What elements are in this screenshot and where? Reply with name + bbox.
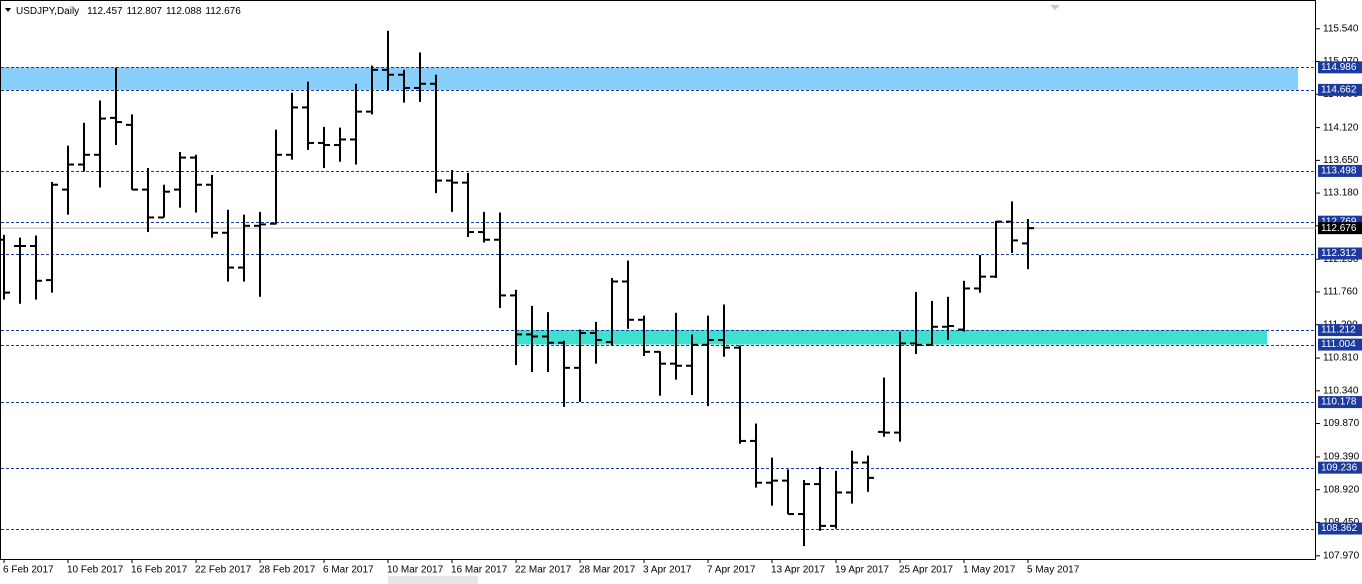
y-tick-label: 110.810 [1323,353,1359,364]
y-tick-label: 113.180 [1323,188,1359,199]
x-tick-label: 10 Feb 2017 [67,565,124,576]
level-label-bg [1318,461,1362,474]
x-tick-label: 22 Mar 2017 [515,565,572,576]
x-tick-label: 10 Mar 2017 [387,565,444,576]
x-tick-label: 22 Feb 2017 [195,565,252,576]
x-tick-label: 16 Mar 2017 [451,565,508,576]
level-label: 112.312 [1321,248,1357,259]
level-label-bg [1318,83,1362,96]
chart-title: USDJPY,Daily [16,6,79,17]
level-label: 114.662 [1321,85,1357,96]
level-label: 111.004 [1321,339,1356,350]
current-price-label-bg [1318,222,1362,235]
x-tick-label: 7 Apr 2017 [707,565,756,576]
level-label-bg [1318,522,1362,535]
x-tick-label: 16 Feb 2017 [131,565,188,576]
x-tick-label: 28 Mar 2017 [579,565,636,576]
y-tick-label: 108.920 [1323,484,1360,495]
current-price-label: 112.676 [1321,223,1357,234]
level-label: 112.769 [1321,216,1357,227]
x-tick-label: 13 Apr 2017 [771,565,825,576]
shift-marker [1050,5,1060,10]
x-tick-label: 1 May 2017 [963,565,1016,576]
x-tick-label: 5 May 2017 [1027,565,1080,576]
header-open: 112.457 [87,6,123,17]
y-tick-label: 115.540 [1323,23,1359,34]
x-tick-label: 25 Apr 2017 [899,565,953,576]
header-high: 112.807 [127,6,163,17]
level-label-bg [1318,396,1362,409]
level-label-bg [1318,61,1362,74]
y-tick-label: 111.760 [1323,287,1358,298]
header-low: 112.088 [166,6,202,17]
level-label: 111.212 [1321,325,1356,336]
x-tick-label: 6 Feb 2017 [3,565,54,576]
level-label-bg [1318,247,1362,260]
level-label-bg [1318,338,1362,351]
level-label-bg [1318,324,1362,337]
y-tick-label: 109.390 [1323,452,1360,463]
y-tick-label: 107.970 [1323,550,1360,561]
y-tick-label: 109.870 [1323,418,1360,429]
y-tick-label: 114.120 [1323,122,1359,133]
x-tick-label: 19 Apr 2017 [835,565,889,576]
scrollbar [388,576,478,584]
y-tick-label: 110.340 [1323,385,1359,396]
chart-header: USDJPY,Daily 112.457 112.807 112.088 112.676 [16,6,241,17]
zone [515,330,1267,345]
x-tick-label: 28 Feb 2017 [259,565,316,576]
level-label: 114.986 [1321,62,1357,73]
level-label: 108.362 [1321,523,1358,534]
header-close: 112.676 [205,6,241,17]
zone [1,67,1298,90]
level-label: 109.236 [1321,462,1358,473]
level-label: 113.498 [1321,166,1357,177]
x-tick-label: 3 Apr 2017 [643,565,692,576]
x-tick-label: 6 Mar 2017 [323,565,374,576]
y-tick-label: 113.650 [1323,155,1359,166]
level-label: 110.178 [1321,397,1357,408]
plot-frame [0,0,1316,560]
level-label-bg [1318,164,1362,177]
menu-arrow [5,8,11,12]
